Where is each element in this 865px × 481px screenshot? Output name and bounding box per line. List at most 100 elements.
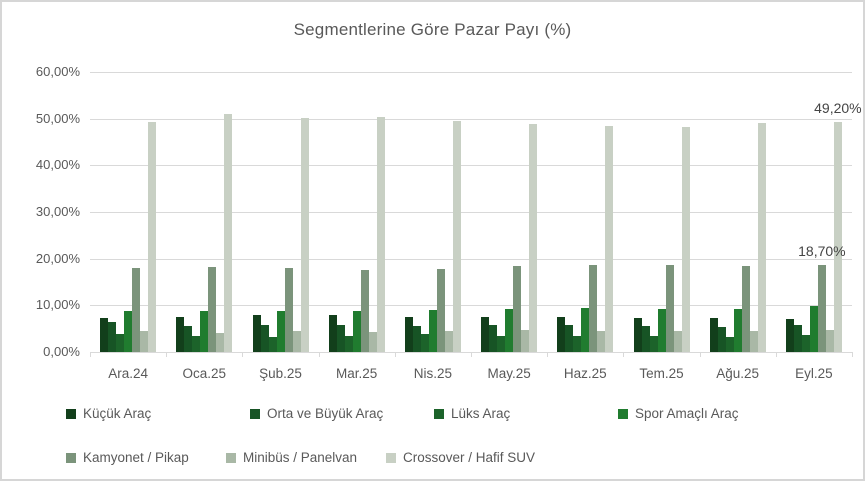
legend-item-Spor Amaçlı Araç: Spor Amaçlı Araç — [618, 406, 802, 421]
bar-group-Ara.24 — [100, 72, 157, 352]
bar-Kamyonet / Pikap-Ağu.25 — [741, 265, 750, 352]
bar-Minibüs / Panelvan-Mar.25 — [368, 331, 377, 352]
y-axis-tick-label: 60,00% — [35, 64, 80, 79]
x-axis-label: Ağu.25 — [716, 366, 760, 381]
legend-label: Lüks Araç — [451, 406, 511, 421]
y-axis-tick-label: 20,00% — [35, 250, 80, 266]
x-axis-tickmark — [775, 352, 777, 357]
bar-Kamyonet / Pikap-May.25 — [513, 266, 522, 352]
legend-swatch-icon — [250, 408, 260, 419]
gridline — [90, 258, 852, 260]
bar-Lüks Araç-Ara.24 — [116, 333, 125, 352]
bar-Crossover / Hafif SUV-Tem.25 — [681, 126, 690, 352]
x-axis-tickmark — [623, 352, 625, 357]
x-axis-tickmark — [852, 352, 853, 357]
bar-Spor Amaçlı Araç-Nis.25 — [428, 309, 437, 352]
bar-Crossover / Hafif SUV-May.25 — [529, 124, 538, 352]
bar-group-May.25 — [481, 72, 538, 352]
bar-Spor Amaçlı Araç-Şub.25 — [276, 310, 285, 352]
x-axis-label: Nis.25 — [413, 366, 453, 381]
y-axis-tick-label: 10,00% — [35, 297, 80, 313]
bar-Küçük Araç-Şub.25 — [252, 314, 261, 352]
x-axis-tickmark — [166, 352, 168, 357]
gridline — [90, 118, 852, 120]
bar-Kamyonet / Pikap-Nis.25 — [436, 268, 445, 352]
bar-Minibüs / Panelvan-Ara.24 — [140, 331, 149, 352]
bar-Kamyonet / Pikap-Şub.25 — [284, 268, 293, 352]
x-axis-label: Oca.25 — [182, 366, 227, 381]
bar-Crossover / Hafif SUV-Haz.25 — [605, 125, 614, 352]
bar-Minibüs / Panelvan-Haz.25 — [597, 330, 606, 352]
bar-Lüks Araç-Mar.25 — [344, 336, 353, 352]
legend-label: Kamyonet / Pikap — [83, 450, 189, 465]
legend-swatch-icon — [66, 408, 76, 419]
legend-item-Küçük Araç: Küçük Araç — [66, 406, 250, 421]
bar-Spor Amaçlı Araç-Ara.24 — [124, 310, 133, 352]
bar-Kamyonet / Pikap-Eyl.25 — [817, 264, 826, 352]
x-axis-tickmark — [547, 352, 549, 357]
legend-label: Minibüs / Panelvan — [243, 450, 358, 465]
bar-Kamyonet / Pikap-Oca.25 — [208, 267, 217, 352]
bar-group-Ağu.25 — [709, 72, 766, 352]
x-axis-tickmark — [394, 352, 396, 357]
bar-Küçük Araç-Mar.25 — [328, 315, 337, 352]
bar-Küçük Araç-Nis.25 — [404, 317, 413, 352]
bar-Lüks Araç-Ağu.25 — [725, 337, 734, 352]
bar-Orta ve Büyük Araç-Tem.25 — [641, 326, 650, 352]
bar-group-Mar.25 — [328, 72, 385, 352]
bar-Küçük Araç-Ara.24 — [100, 317, 109, 352]
bar-Orta ve Büyük Araç-Ağu.25 — [717, 326, 726, 352]
chart-title: Segmentlerine Göre Pazar Payı (%) — [293, 20, 572, 39]
bar-Minibüs / Panelvan-Ağu.25 — [749, 330, 758, 352]
y-axis-tick-label: 0,00% — [43, 344, 80, 359]
bar-Minibüs / Panelvan-Nis.25 — [444, 331, 453, 352]
y-axis-tick-label: 40,00% — [35, 157, 80, 173]
bar-Orta ve Büyük Araç-Oca.25 — [184, 326, 193, 352]
bar-Crossover / Hafif SUV-Ağu.25 — [757, 123, 766, 352]
bar-Orta ve Büyük Araç-Nis.25 — [412, 326, 421, 352]
bar-Crossover / Hafif SUV-Oca.25 — [224, 114, 233, 352]
bar-Lüks Araç-Şub.25 — [268, 337, 277, 352]
bar-Spor Amaçlı Araç-May.25 — [505, 309, 514, 352]
bar-Küçük Araç-Oca.25 — [176, 317, 185, 352]
legend-item-Lüks Araç: Lüks Araç — [434, 406, 618, 421]
bar-Lüks Araç-Eyl.25 — [801, 334, 810, 352]
bar-Crossover / Hafif SUV-Şub.25 — [300, 118, 309, 352]
bar-Orta ve Büyük Araç-Haz.25 — [565, 325, 574, 352]
legend-swatch-icon — [226, 452, 236, 463]
bar-Kamyonet / Pikap-Ara.24 — [132, 268, 141, 352]
bar-Kamyonet / Pikap-Mar.25 — [360, 269, 369, 352]
x-axis-tickmark — [699, 352, 701, 357]
legend-label: Spor Amaçlı Araç — [635, 406, 739, 421]
data-label: 49,20% — [814, 100, 862, 117]
x-axis-tickmark — [318, 352, 320, 357]
bar-Spor Amaçlı Araç-Eyl.25 — [809, 306, 818, 352]
legend-label: Orta ve Büyük Araç — [267, 406, 384, 421]
bar-Küçük Araç-Tem.25 — [633, 317, 642, 352]
y-axis-tick-label: 50,00% — [35, 110, 80, 126]
bar-Spor Amaçlı Araç-Haz.25 — [581, 308, 590, 352]
legend-row: Kamyonet / Pikap Minibüs / Panelvan Crosso… — [66, 450, 546, 465]
bar-Crossover / Hafif SUV-Ara.24 — [148, 121, 157, 352]
legend-swatch-icon — [434, 408, 444, 419]
x-axis-label: May.25 — [487, 366, 531, 381]
bar-Lüks Araç-Oca.25 — [192, 336, 201, 352]
gridline — [90, 212, 852, 213]
bar-Spor Amaçlı Araç-Mar.25 — [352, 310, 361, 352]
bar-Orta ve Büyük Araç-Şub.25 — [260, 325, 269, 352]
legend-swatch-icon — [618, 408, 628, 419]
legend-swatch-icon — [66, 452, 76, 463]
bar-Küçük Araç-May.25 — [481, 317, 490, 352]
bar-group-Haz.25 — [557, 72, 614, 352]
bar-Lüks Araç-Haz.25 — [573, 336, 582, 352]
x-axis-label: Haz.25 — [563, 366, 607, 381]
bar-Minibüs / Panelvan-May.25 — [521, 330, 530, 352]
bar-Orta ve Büyük Araç-May.25 — [489, 325, 498, 352]
bar-Crossover / Hafif SUV-Mar.25 — [376, 117, 385, 352]
legend-item-Orta ve Büyük Araç: Orta ve Büyük Araç — [250, 406, 434, 421]
bar-Küçük Araç-Eyl.25 — [785, 319, 794, 352]
bar-Orta ve Büyük Araç-Ara.24 — [108, 322, 117, 352]
bar-Kamyonet / Pikap-Haz.25 — [589, 265, 598, 352]
legend-item-Minibüs / Panelvan: Minibüs / Panelvan — [226, 450, 386, 465]
